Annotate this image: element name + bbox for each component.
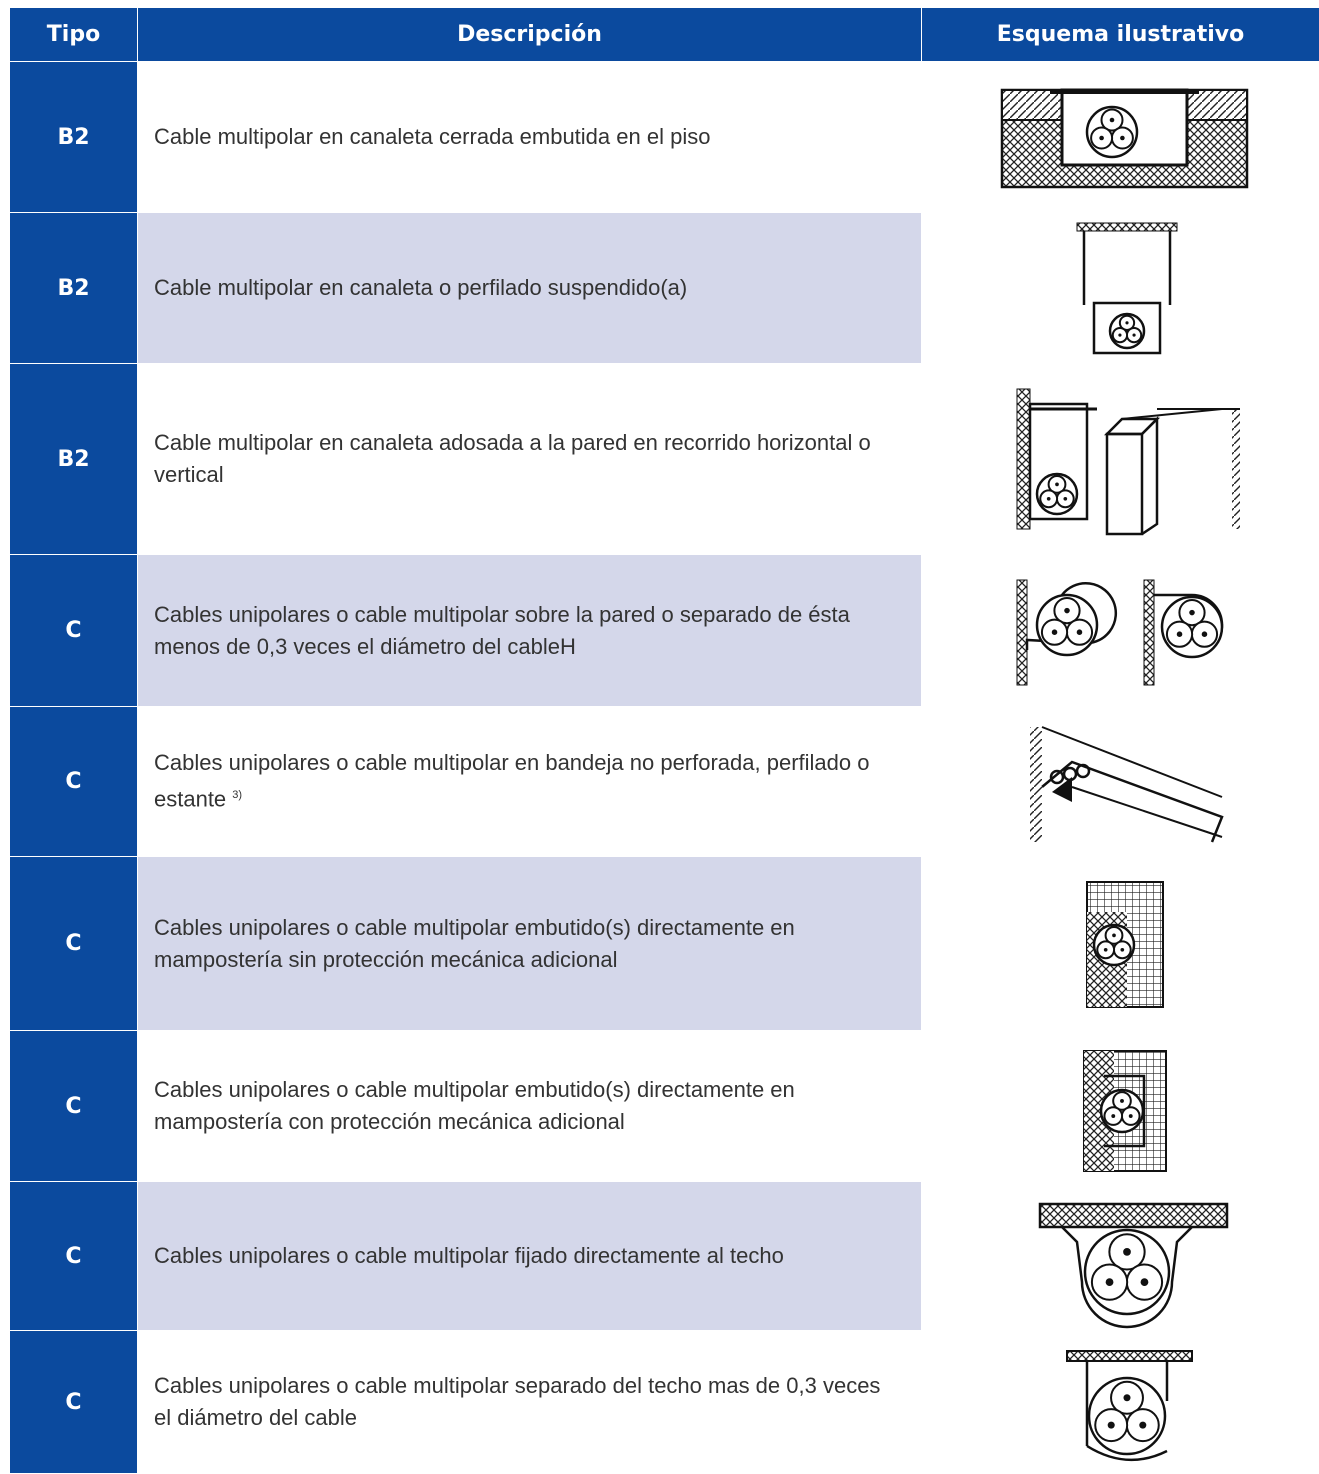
illustration (1038, 1202, 1229, 1329)
description-cell: Cable multipolar en canaleta cerrada emb… (138, 62, 921, 212)
illustration-cell (922, 707, 1319, 856)
description-cell-text: Cables unipolares o cable multipolar en … (154, 750, 870, 812)
illustration-cell (922, 62, 1319, 212)
tipo-cell-text: C (65, 618, 82, 643)
description-cell-text: Cables unipolares o cable multipolar sep… (154, 1373, 881, 1430)
illustration (1086, 881, 1164, 1008)
description-cell: Cable multipolar en canaleta adosada a l… (138, 364, 921, 554)
description-cell-text: Cable multipolar en canaleta cerrada emb… (154, 124, 711, 149)
description-cell-text: Cables unipolares o cable multipolar sob… (154, 601, 850, 659)
illustration (1016, 579, 1224, 686)
illustration-cell (922, 1031, 1319, 1181)
tipo-cell-text: C (65, 1093, 82, 1119)
footnote-ref: 3) (232, 789, 243, 802)
tipo-cell: C (10, 1031, 137, 1181)
description-cell: Cables unipolares o cable multipolar en … (138, 707, 921, 856)
description-cell-text: Cable multipolar en canaleta o perfilado… (154, 275, 688, 300)
tipo-cell: C (10, 555, 137, 706)
tipo-cell: C (10, 1182, 137, 1330)
description-cell-text: Cables unipolares o cable multipolar emb… (154, 1077, 795, 1134)
header-cell: Tipo (10, 8, 137, 61)
description-cell: Cables unipolares o cable multipolar emb… (138, 1031, 921, 1181)
description-cell: Cables unipolares o cable multipolar emb… (138, 857, 921, 1030)
tipo-cell: C (10, 707, 137, 856)
header-cell: Descripción (138, 8, 921, 61)
tipo-cell: B2 (10, 62, 137, 212)
illustration-cell (922, 364, 1319, 554)
description-cell-text: Cables unipolares o cable multipolar fij… (154, 1243, 784, 1268)
header-cell: Esquema ilustrativo (922, 8, 1319, 61)
description-cell: Cables unipolares o cable multipolar fij… (138, 1182, 921, 1330)
tipo-cell-text: B2 (57, 275, 90, 301)
description-cell: Cable multipolar en canaleta o perfilado… (138, 213, 921, 363)
tipo-cell: B2 (10, 213, 137, 363)
tipo-cell-text: C (65, 1243, 82, 1269)
illustration-cell (922, 1331, 1319, 1473)
tipo-cell-text: C (65, 1389, 82, 1415)
illustration (1016, 388, 1240, 536)
tipo-cell-text: C (65, 931, 82, 956)
tipo-cell-text: B2 (57, 124, 90, 150)
illustration-cell (922, 213, 1319, 363)
description-cell: Cables unipolares o cable multipolar sob… (138, 555, 921, 706)
description-cell: Cables unipolares o cable multipolar sep… (138, 1331, 921, 1473)
description-cell-text: Cable multipolar en canaleta adosada a l… (154, 430, 871, 487)
illustration (1030, 726, 1224, 843)
description-cell-text: Cables unipolares o cable multipolar emb… (154, 914, 795, 972)
tipo-cell: C (10, 1331, 137, 1473)
illustration (1076, 222, 1178, 355)
tipo-cell-text: B2 (57, 446, 90, 472)
illustration-cell (922, 857, 1319, 1030)
tipo-cell: C (10, 857, 137, 1030)
illustration (1083, 1050, 1167, 1172)
tipo-cell: B2 (10, 364, 137, 554)
illustration-cell (922, 1182, 1319, 1330)
header-cell-text: Descripción (457, 22, 602, 47)
illustration-cell (922, 555, 1319, 706)
illustration (1066, 1350, 1193, 1462)
tipo-cell-text: C (65, 769, 82, 794)
header-cell-text: Esquema ilustrativo (996, 22, 1245, 47)
illustration (1000, 88, 1249, 189)
header-cell-text: Tipo (46, 22, 101, 47)
